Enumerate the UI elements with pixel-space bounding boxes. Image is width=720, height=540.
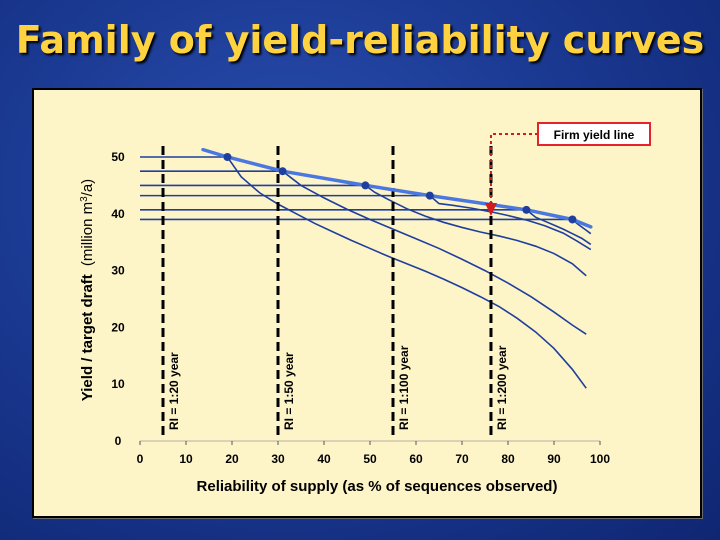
x-tick-label: 100 [590, 452, 610, 466]
x-tick-label: 90 [547, 452, 561, 466]
yield-curve-2 [140, 170, 587, 335]
y-axis-title-unit: (million m3/a) [79, 179, 96, 266]
firm-yield-marker [568, 215, 577, 224]
return-period-lines: RI = 1:20 year RI = 1:50 year RI = 1:100 y… [161, 146, 509, 439]
x-axis-title: Reliability of supply (as % of sequences… [197, 478, 558, 495]
yield-curve-4 [140, 194, 592, 251]
firm-yield-line [201, 147, 593, 229]
y-axis-title-main: Yield / target draft [79, 274, 96, 401]
y-axis-title: Yield / target draft (million m3/a) [79, 179, 96, 401]
yield-curve-3 [140, 184, 587, 277]
y-tick-label: 30 [111, 264, 125, 278]
firm-yield-arrowhead [484, 203, 497, 216]
y-tick-label: 0 [115, 434, 122, 448]
firm-yield-arrow [489, 133, 538, 207]
firm-yield-marker [361, 181, 370, 190]
y-tick-label: 10 [111, 377, 125, 391]
firm-yield-group [201, 133, 593, 229]
firm-yield-label: Firm yield line [554, 128, 635, 142]
curves-group [140, 156, 592, 389]
firm-yield-label-box [537, 122, 651, 146]
x-tick-label: 20 [225, 452, 239, 466]
axes-group: 0 10 20 30 40 50 60 70 80 90 100 0 10 20 30 40 50 [111, 150, 610, 466]
return-period-label-1: RI = 1:20 year [167, 352, 181, 430]
firm-yield-marker [522, 205, 531, 214]
yield-curve-5 [140, 209, 592, 246]
y-tick-label: 40 [111, 207, 125, 221]
x-tick-label: 30 [271, 452, 285, 466]
y-axis-unit-sup: 3 [79, 196, 90, 202]
x-tick-label: 70 [455, 452, 469, 466]
firm-yield-marker [278, 167, 287, 176]
return-period-label-4: RI = 1:200 year [495, 345, 509, 430]
chart-panel [32, 88, 702, 518]
y-axis-unit-post: /a) [79, 179, 96, 197]
return-period-label-2: RI = 1:50 year [282, 352, 296, 430]
yield-curve-1 [140, 156, 587, 389]
y-axis-unit-pre: (million m [79, 202, 96, 266]
x-tick-label: 10 [179, 452, 193, 466]
y-tick-label: 20 [111, 320, 125, 334]
y-tick-label: 50 [111, 150, 125, 164]
x-tick-label: 60 [409, 452, 423, 466]
x-tick-label: 0 [137, 452, 144, 466]
firm-yield-marker [425, 191, 434, 200]
slide-title: Family of yield-reliability curves [15, 18, 705, 62]
yield-curve-6 [140, 218, 592, 235]
x-tick-label: 50 [363, 452, 377, 466]
x-tick-label: 40 [317, 452, 331, 466]
firm-yield-marker [223, 153, 232, 161]
x-tick-label: 80 [501, 452, 515, 466]
return-period-label-3: RI = 1:100 year [397, 345, 411, 430]
